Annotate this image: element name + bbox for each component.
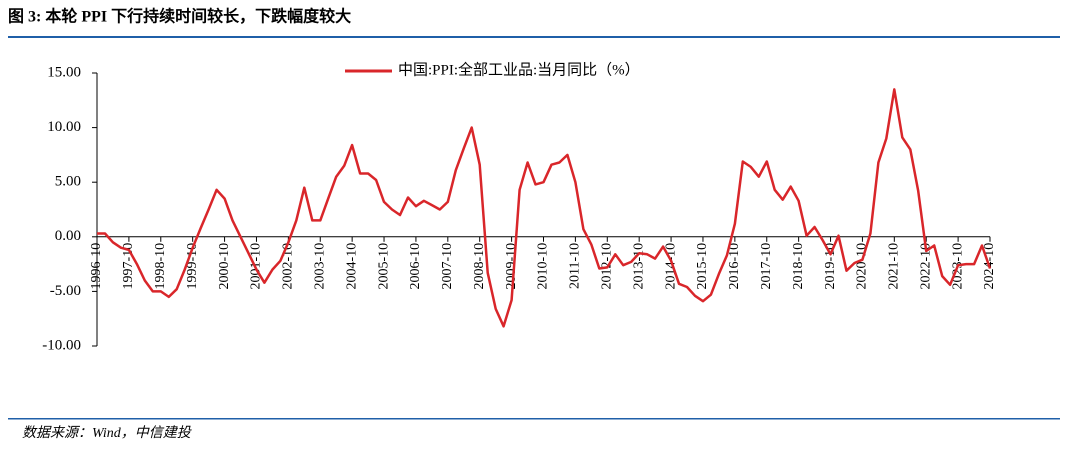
data-line: [97, 88, 992, 328]
x-tick-label: 2013-10: [631, 243, 646, 290]
y-tick-label: 5.00: [55, 174, 81, 190]
x-tick-label: 2008-10: [472, 243, 487, 290]
y-tick-label: 0.00: [55, 228, 81, 244]
x-tick-label: 2022-10: [918, 243, 933, 290]
chart-title: 图 3: 本轮 PPI 下行持续时间较长，下跌幅度较大: [8, 7, 351, 26]
y-tick-label: 15.00: [47, 64, 81, 80]
x-tick-label: 2010-10: [536, 243, 551, 290]
x-tick-label: 2007-10: [440, 243, 455, 290]
x-tick-label: 1998-10: [153, 243, 168, 290]
x-tick-label: 2005-10: [376, 243, 391, 290]
x-tick-label: 2019-10: [823, 243, 838, 290]
y-tick-label: -5.00: [50, 283, 81, 299]
x-tick-label: 2000-10: [217, 243, 232, 290]
x-tick-label: 2011-10: [568, 243, 583, 289]
x-tick-label: 2020-10: [855, 243, 870, 290]
legend-label: 中国:PPI:全部工业品:当月同比（%）: [398, 60, 640, 78]
x-tick-label: 2009-10: [504, 243, 519, 290]
x-tick-label: 1999-10: [185, 243, 200, 290]
x-tick-label: 2018-10: [791, 243, 806, 290]
x-tick-label: 2021-10: [887, 243, 902, 290]
x-tick-label: 2016-10: [727, 243, 742, 290]
x-tick-label: 2002-10: [281, 243, 296, 290]
y-tick-label: 10.00: [47, 119, 81, 135]
y-tick-label: -10.00: [42, 337, 81, 353]
x-tick-label: 2017-10: [759, 243, 774, 290]
header-rule: [8, 36, 1060, 38]
x-tick-label: 2003-10: [312, 243, 327, 290]
x-tick-label: 2015-10: [695, 243, 710, 290]
x-tick-label: 2004-10: [344, 243, 359, 290]
source-note: 数据来源：Wind，中信建投: [22, 425, 193, 441]
x-tick-label: 2006-10: [408, 243, 423, 290]
footer-rule: [8, 418, 1060, 420]
x-tick-label: 1996-10: [89, 243, 104, 290]
